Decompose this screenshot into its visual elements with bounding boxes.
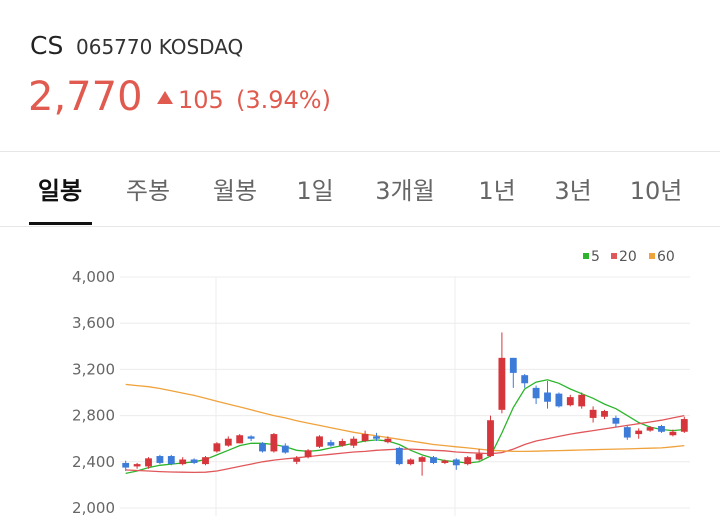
candle-body bbox=[224, 438, 232, 446]
price-change-percent: (3.94%) bbox=[236, 86, 331, 114]
moving-average-line bbox=[125, 379, 685, 475]
candle-body bbox=[578, 394, 586, 407]
divider bbox=[0, 226, 720, 227]
candle-body bbox=[566, 397, 574, 406]
legend-swatch bbox=[649, 253, 655, 259]
candle-body bbox=[190, 459, 198, 463]
period-tab[interactable]: 월봉 bbox=[212, 177, 258, 205]
candle-body bbox=[407, 459, 415, 465]
y-tick-label: 2,800 bbox=[72, 407, 115, 425]
candle-body bbox=[133, 464, 141, 467]
candle-body bbox=[601, 410, 608, 417]
up-arrow bbox=[157, 91, 173, 104]
period-tab[interactable]: 1일 bbox=[296, 177, 334, 205]
candle-body bbox=[589, 409, 597, 418]
legend-label: 5 bbox=[591, 249, 600, 265]
candle-body bbox=[327, 442, 335, 446]
candle-body bbox=[350, 438, 358, 446]
candle-body bbox=[418, 457, 426, 462]
candle-body bbox=[293, 458, 301, 462]
period-tab[interactable]: 일봉 bbox=[37, 177, 83, 205]
moving-average-line bbox=[125, 414, 685, 474]
candle-body bbox=[316, 436, 323, 447]
candle-body bbox=[338, 441, 346, 446]
candle-body bbox=[122, 462, 130, 468]
y-tick-label: 2,000 bbox=[72, 499, 115, 516]
period-tab[interactable]: 1년 bbox=[478, 177, 516, 205]
candle-body bbox=[259, 443, 266, 452]
candle-body bbox=[167, 456, 175, 465]
candle-body bbox=[452, 459, 460, 466]
candle-body bbox=[612, 417, 620, 424]
candle-body bbox=[669, 431, 677, 436]
price-change: 105 bbox=[178, 86, 224, 114]
candle-body bbox=[475, 453, 483, 460]
y-tick-label: 4,000 bbox=[72, 268, 115, 286]
y-tick-label: 3,200 bbox=[72, 360, 115, 378]
candle-body bbox=[270, 434, 278, 452]
candle-body bbox=[544, 392, 551, 402]
candle-body bbox=[509, 357, 517, 373]
legend-label: 60 bbox=[657, 249, 675, 265]
stock-name: CS bbox=[30, 31, 64, 60]
period-tab[interactable]: 주봉 bbox=[125, 177, 171, 205]
candle-body bbox=[236, 435, 244, 444]
candle-body bbox=[532, 387, 540, 399]
candle-body bbox=[521, 375, 529, 384]
candle-body bbox=[373, 436, 380, 439]
candle-body bbox=[658, 425, 665, 432]
candle-body bbox=[202, 457, 209, 465]
candle-body bbox=[498, 357, 506, 410]
candle-body bbox=[464, 457, 472, 465]
divider bbox=[0, 151, 720, 152]
period-tab[interactable]: 3개월 bbox=[375, 177, 435, 205]
price: 2,770 bbox=[28, 74, 143, 120]
legend-swatch bbox=[583, 253, 589, 259]
candle-body bbox=[623, 427, 631, 438]
legend-swatch bbox=[611, 253, 617, 259]
period-tab[interactable]: 10년 bbox=[629, 177, 683, 205]
candle-body bbox=[384, 438, 392, 443]
y-tick-label: 3,600 bbox=[72, 314, 115, 332]
candle-body bbox=[304, 450, 312, 458]
moving-average-line bbox=[125, 383, 685, 453]
candle-body bbox=[680, 419, 688, 432]
candle-body bbox=[441, 460, 449, 463]
candle-body bbox=[646, 427, 654, 431]
candle-body bbox=[430, 457, 437, 463]
period-tab[interactable]: 3년 bbox=[554, 177, 592, 205]
candle-body bbox=[281, 445, 289, 453]
y-tick-label: 2,400 bbox=[72, 453, 115, 471]
candle-body bbox=[635, 430, 643, 435]
candle-body bbox=[145, 458, 152, 467]
candle-body bbox=[487, 420, 494, 457]
legend-label: 20 bbox=[619, 249, 637, 265]
candle-body bbox=[247, 436, 255, 439]
active-tab-underline bbox=[29, 222, 92, 225]
candle-body bbox=[179, 459, 187, 465]
candle-body bbox=[213, 443, 221, 452]
stock-code: 065770 KOSDAQ bbox=[76, 35, 244, 59]
candle-body bbox=[555, 393, 563, 407]
candle-body bbox=[361, 434, 369, 442]
candle-body bbox=[156, 456, 164, 463]
candle-body bbox=[395, 447, 403, 465]
